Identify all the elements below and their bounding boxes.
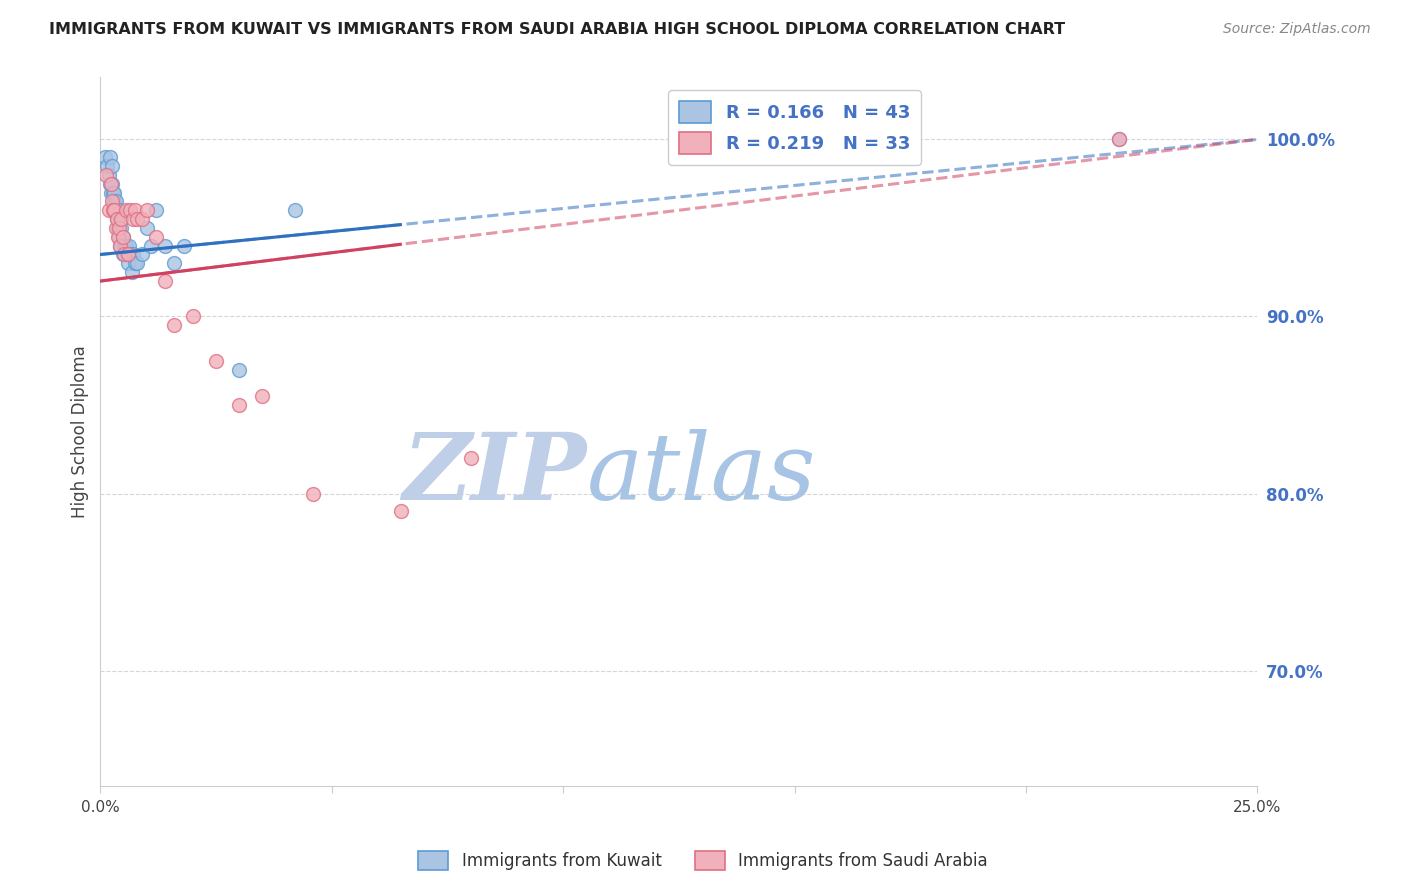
Point	[121, 212, 143, 227]
Point	[120, 247, 142, 261]
Point	[114, 238, 136, 252]
Point	[103, 203, 125, 218]
Point	[389, 504, 412, 518]
Point	[121, 265, 143, 279]
Point	[284, 203, 307, 218]
Text: atlas: atlas	[586, 429, 815, 519]
Point	[115, 247, 138, 261]
Point	[145, 229, 167, 244]
Point	[181, 310, 204, 324]
Point	[101, 159, 124, 173]
Point	[105, 203, 128, 218]
Point	[100, 177, 122, 191]
Point	[110, 212, 132, 227]
Point	[135, 221, 157, 235]
Point	[108, 229, 131, 244]
Point	[108, 221, 131, 235]
Point	[1108, 132, 1130, 146]
Point	[228, 362, 250, 376]
Point	[460, 451, 482, 466]
Point	[1108, 132, 1130, 146]
Point	[252, 389, 274, 403]
Point	[107, 229, 129, 244]
Point	[110, 238, 132, 252]
Point	[100, 186, 122, 200]
Text: Source: ZipAtlas.com: Source: ZipAtlas.com	[1223, 22, 1371, 37]
Point	[108, 203, 131, 218]
Point	[173, 238, 195, 252]
Point	[112, 247, 135, 261]
Point	[103, 186, 125, 200]
Point	[114, 203, 136, 218]
Point	[94, 168, 117, 182]
Point	[105, 212, 128, 227]
Point	[205, 353, 228, 368]
Point	[141, 238, 163, 252]
Point	[97, 168, 120, 182]
Point	[105, 212, 128, 227]
Point	[163, 318, 186, 333]
Point	[124, 203, 146, 218]
Point	[127, 212, 149, 227]
Point	[108, 212, 131, 227]
Point	[131, 212, 153, 227]
Point	[145, 203, 167, 218]
Point	[302, 486, 325, 500]
Point	[111, 229, 134, 244]
Point	[111, 229, 134, 244]
Point	[117, 247, 139, 261]
Point	[127, 256, 149, 270]
Point	[153, 238, 176, 252]
Point	[153, 274, 176, 288]
Text: ZIP: ZIP	[402, 429, 586, 519]
Point	[131, 247, 153, 261]
Point	[108, 238, 131, 252]
Point	[124, 256, 146, 270]
Legend: R = 0.166   N = 43, R = 0.219   N = 33: R = 0.166 N = 43, R = 0.219 N = 33	[668, 90, 921, 165]
Point	[163, 256, 186, 270]
Point	[103, 186, 125, 200]
Point	[94, 150, 117, 164]
Point	[104, 203, 127, 218]
Point	[112, 238, 135, 252]
Point	[120, 203, 142, 218]
Point	[112, 247, 135, 261]
Point	[104, 194, 127, 209]
Point	[117, 256, 139, 270]
Text: IMMIGRANTS FROM KUWAIT VS IMMIGRANTS FROM SAUDI ARABIA HIGH SCHOOL DIPLOMA CORRE: IMMIGRANTS FROM KUWAIT VS IMMIGRANTS FRO…	[49, 22, 1066, 37]
Point	[104, 221, 127, 235]
Point	[110, 221, 132, 235]
Point	[228, 398, 250, 412]
Point	[135, 203, 157, 218]
Point	[118, 238, 141, 252]
Point	[103, 194, 125, 209]
Point	[98, 150, 121, 164]
Point	[101, 194, 124, 209]
Point	[103, 203, 125, 218]
Point	[98, 177, 121, 191]
Point	[121, 247, 143, 261]
Point	[101, 177, 124, 191]
Point	[97, 203, 120, 218]
Point	[96, 159, 118, 173]
Legend: Immigrants from Kuwait, Immigrants from Saudi Arabia: Immigrants from Kuwait, Immigrants from …	[412, 844, 994, 877]
Point	[107, 221, 129, 235]
Y-axis label: High School Diploma: High School Diploma	[72, 345, 89, 518]
